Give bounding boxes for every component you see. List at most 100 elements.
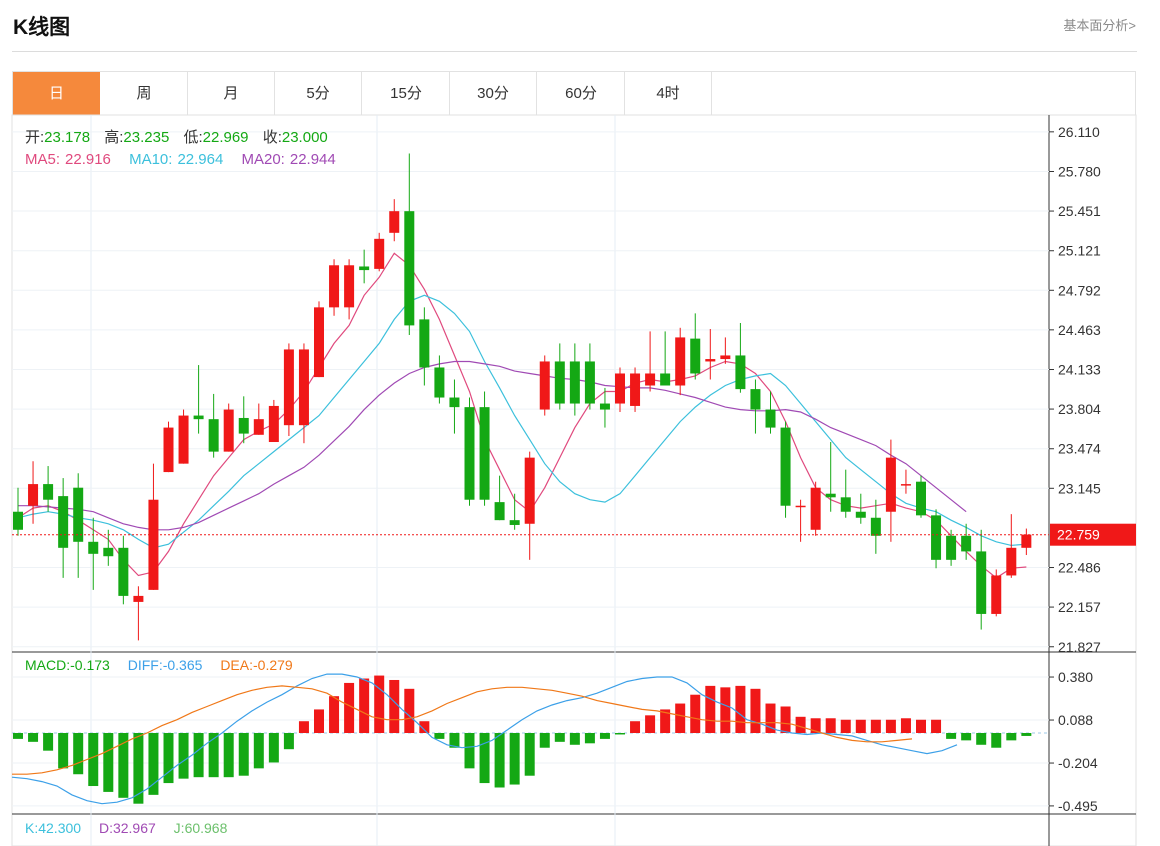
macd-bar-negative — [118, 733, 129, 798]
candle-up — [344, 259, 355, 320]
fundamental-analysis-link[interactable]: 基本面分析> — [1063, 18, 1136, 33]
macd-bar-positive — [419, 721, 430, 733]
candle-body — [148, 499, 159, 590]
candle-body — [885, 457, 896, 512]
macd-bar-positive — [870, 719, 881, 733]
tab-4h[interactable]: 4时 — [625, 72, 712, 115]
price-tick-label: 24.133 — [1058, 362, 1101, 378]
candle-body — [103, 547, 114, 557]
candle-body — [735, 355, 746, 390]
macd-axis-ticks: 0.380 0.088 -0.204 -0.495 — [1049, 669, 1098, 814]
candle-body — [28, 484, 39, 506]
macd-bar-positive — [795, 716, 806, 733]
candle-body — [404, 211, 415, 326]
candle-body — [539, 361, 550, 410]
macd-bar-positive — [900, 718, 911, 733]
candle-body — [464, 407, 475, 500]
macd-bar-negative — [253, 733, 264, 769]
tab-day[interactable]: 日 — [13, 72, 100, 115]
candle-body — [840, 497, 851, 512]
tab-month[interactable]: 月 — [188, 72, 275, 115]
macd-label: MACD: — [25, 657, 70, 673]
diff-value: -0.365 — [163, 657, 203, 673]
tab-60min[interactable]: 60分 — [538, 72, 625, 115]
page-header: K线图 基本面分析> — [0, 0, 1160, 52]
candle-body — [630, 373, 641, 406]
candle-body — [660, 373, 671, 386]
candle-body — [569, 361, 580, 404]
candle-down — [359, 249, 370, 284]
candle-up — [268, 399, 279, 443]
candle-up — [314, 301, 324, 378]
macd-bar-negative — [88, 733, 99, 787]
candle-body — [314, 307, 324, 378]
ma20-label: MA20: — [242, 151, 285, 168]
chart-frame — [11, 114, 1137, 846]
tab-week[interactable]: 周 — [101, 72, 188, 115]
macd-bar-positive — [389, 679, 400, 733]
candle-body — [208, 419, 219, 452]
candle-down — [840, 469, 851, 518]
high-value: 23.235 — [123, 129, 169, 146]
macd-bar-positive — [855, 719, 866, 733]
candle-down — [569, 343, 580, 416]
macd-value: -0.173 — [70, 657, 110, 673]
macd-bar-negative — [976, 733, 987, 745]
candle-body — [961, 535, 972, 552]
candle-body — [976, 551, 987, 614]
candle-body — [13, 511, 23, 530]
candle-down — [660, 331, 671, 386]
candle-body — [133, 595, 144, 602]
macd-bar-negative — [479, 733, 490, 784]
tab-30min[interactable]: 30分 — [450, 72, 537, 115]
candle-down — [404, 153, 415, 336]
dea-label: DEA: — [220, 657, 253, 673]
kdj-info: K:42.300 D:32.967 J:60.968 — [25, 820, 228, 836]
candle-body — [193, 415, 204, 420]
tab-5min[interactable]: 5分 — [275, 72, 362, 115]
candle-up — [28, 461, 39, 524]
candle-down — [976, 529, 987, 630]
candle-body — [163, 427, 174, 473]
candle-body — [916, 481, 926, 516]
candle-up — [539, 355, 550, 416]
candle-up — [885, 439, 896, 542]
macd-tick-label: 0.380 — [1058, 669, 1093, 685]
macd-bar-negative — [434, 733, 445, 739]
diff-label: DIFF: — [128, 657, 163, 673]
price-tick-label: 23.804 — [1058, 401, 1101, 417]
macd-bar-negative — [524, 733, 535, 776]
price-tick-label: 23.145 — [1058, 480, 1101, 496]
macd-bar-positive — [735, 685, 746, 733]
macd-bar-negative — [43, 733, 54, 751]
close-value: 23.000 — [282, 129, 328, 146]
candle-down — [916, 475, 926, 518]
candle-up — [630, 367, 641, 412]
candle-down — [479, 391, 490, 506]
macd-bar-positive — [810, 718, 821, 733]
macd-tick-label: -0.495 — [1058, 798, 1098, 814]
macd-bar-positive — [705, 685, 716, 733]
tab-15min[interactable]: 15分 — [363, 72, 450, 115]
price-tick-label: 25.121 — [1058, 243, 1101, 259]
candles — [13, 153, 1032, 641]
candle-up — [645, 331, 656, 392]
macd-bar-positive — [298, 721, 309, 733]
candle-up — [163, 421, 174, 473]
candle-up — [720, 337, 731, 364]
macd-bar-positive — [314, 709, 324, 733]
macd-bar-positive — [359, 678, 370, 733]
price-axis-ticks: 26.110 25.780 25.451 25.121 24.792 24.463 24.1… — [1049, 124, 1101, 655]
candle-body — [419, 319, 430, 368]
candle-body — [900, 484, 911, 486]
candle-down — [599, 387, 610, 428]
macd-bar-positive — [690, 694, 701, 733]
candle-body — [705, 359, 716, 362]
candle-body — [43, 484, 54, 500]
candle-up — [1006, 514, 1017, 578]
macd-bar-negative — [991, 733, 1002, 748]
candle-down — [825, 442, 836, 512]
candle-body — [359, 266, 370, 271]
candle-body — [329, 265, 340, 308]
